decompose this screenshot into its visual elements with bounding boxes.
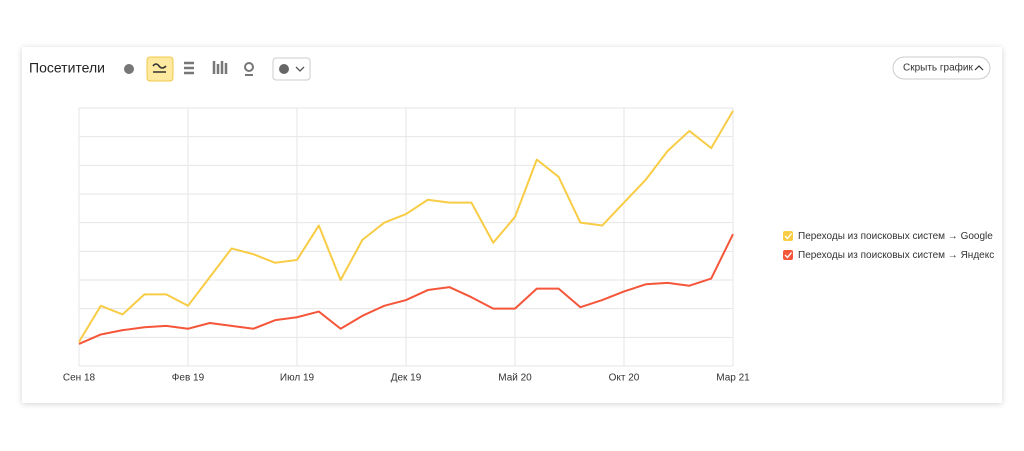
legend-check <box>784 252 793 259</box>
series-line <box>78 233 734 345</box>
chart: Посетители Скрыть график Сен 18 Фев 19 Июл… <box>29 56 994 384</box>
legend-swatch <box>783 231 793 241</box>
view-icons[interactable] <box>124 56 311 82</box>
legend-check <box>784 233 793 240</box>
card: Посетители Скрыть график Сен 18 Фев 19 Июл… <box>22 47 1002 403</box>
x-tick-label: Дек 19 <box>391 373 422 384</box>
legend-swatch <box>783 250 793 260</box>
x-tick-label: Фев 19 <box>172 373 205 384</box>
series-line <box>78 110 734 343</box>
chevron <box>974 65 984 71</box>
legend-label: Переходы из поисковых систем → Google <box>798 231 993 242</box>
x-tick-label: Мар 21 <box>716 373 750 384</box>
x-tick-label: Май 20 <box>498 373 532 384</box>
hide-button[interactable] <box>892 56 991 80</box>
x-tick-label: Сен 18 <box>63 373 96 384</box>
hide-button-label: Скрыть график <box>903 62 973 74</box>
legend-label: Переходы из поисковых систем → Яндекс <box>798 250 994 261</box>
x-tick-label: Июл 19 <box>280 373 315 384</box>
x-tick-label: Окт 20 <box>609 373 640 384</box>
chart-title: Посетители <box>29 60 105 76</box>
